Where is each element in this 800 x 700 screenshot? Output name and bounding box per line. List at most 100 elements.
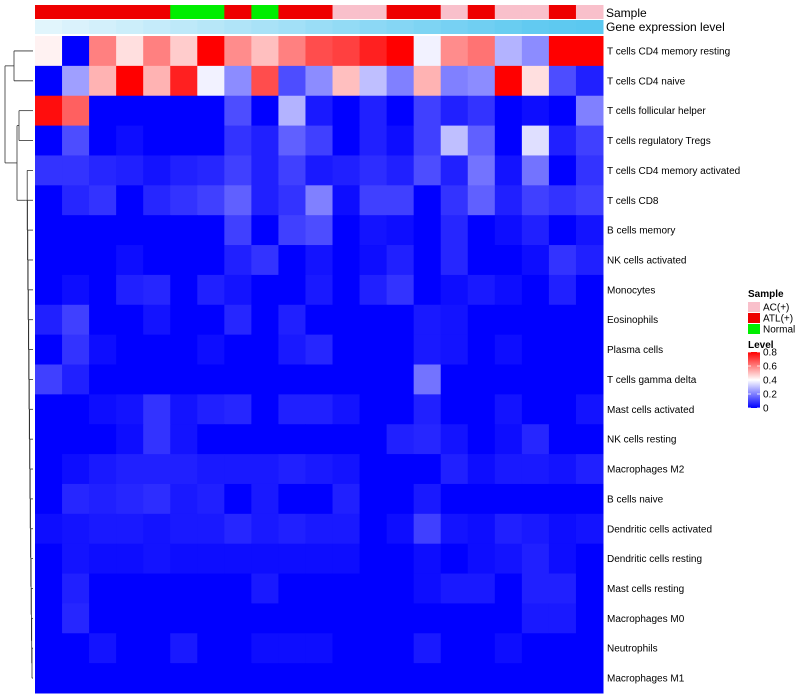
- heatmap-cell: [278, 573, 306, 604]
- heatmap-cell: [359, 454, 388, 485]
- heatmap-cell: [494, 424, 523, 455]
- heatmap-cell: [359, 394, 388, 425]
- heatmap-cell: [305, 573, 334, 604]
- heatmap-cell: [143, 573, 171, 604]
- heatmap-cell: [35, 424, 63, 455]
- heatmap-cell: [359, 95, 388, 127]
- level-tick-label: 0.2: [763, 390, 777, 401]
- heatmap-cell: [413, 155, 442, 186]
- heatmap-cell: [521, 245, 550, 276]
- sample-annotation-cell: [575, 5, 604, 19]
- heatmap-cell: [440, 334, 469, 365]
- heatmap-cell: [224, 304, 252, 336]
- heatmap-cell: [89, 215, 117, 246]
- heatmap-cell: [170, 125, 198, 156]
- heatmap-cell: [35, 483, 63, 515]
- heatmap-cell: [467, 573, 496, 604]
- heatmap-cell: [143, 394, 171, 425]
- heatmap-cell: [62, 304, 90, 336]
- expression-track-label: Gene expression level: [606, 20, 725, 34]
- heatmap-cell: [62, 603, 90, 634]
- heatmap-cell: [224, 483, 252, 515]
- heatmap-cell: [305, 394, 334, 425]
- heatmap-cell: [386, 394, 415, 425]
- heatmap-cell: [332, 185, 361, 216]
- row-label: Monocytes: [607, 285, 655, 296]
- heatmap-cell: [197, 543, 225, 575]
- expression-annotation-cell: [413, 20, 442, 34]
- heatmap-cell: [116, 483, 144, 515]
- heatmap-cell: [251, 304, 279, 336]
- expression-annotation-cell: [332, 20, 361, 34]
- heatmap-cell: [575, 274, 604, 306]
- sample-annotation-cell: [224, 5, 252, 19]
- heatmap-cell: [116, 334, 144, 365]
- heatmap-cell: [143, 274, 171, 306]
- sample-annotation-cell: [440, 5, 469, 19]
- expression-annotation-cell: [494, 20, 523, 34]
- heatmap-cell: [197, 364, 225, 395]
- heatmap-cell: [224, 274, 252, 306]
- heatmap-cell: [440, 543, 469, 575]
- heatmap-cell: [116, 633, 144, 664]
- heatmap-cell: [548, 155, 577, 186]
- heatmap-cell: [89, 394, 117, 425]
- heatmap-cell: [89, 424, 117, 455]
- heatmap-cell: [332, 394, 361, 425]
- heatmap-cell: [332, 215, 361, 246]
- heatmap-cell: [35, 364, 63, 395]
- heatmap-cell: [386, 454, 415, 485]
- heatmap-cell: [440, 95, 469, 127]
- heatmap-cell: [116, 185, 144, 216]
- heatmap-cell: [521, 65, 550, 97]
- heatmap-cell: [278, 483, 306, 515]
- heatmap-cell: [35, 95, 63, 127]
- heatmap-cell: [224, 394, 252, 425]
- heatmap-cell: [62, 274, 90, 306]
- heatmap-cell: [143, 454, 171, 485]
- heatmap-cell: [386, 334, 415, 365]
- heatmap-cell: [224, 424, 252, 455]
- heatmap-cell: [548, 603, 577, 634]
- row-dendrogram: [4, 50, 33, 679]
- heatmap-cell: [521, 364, 550, 395]
- heatmap-cell: [278, 394, 306, 425]
- heatmap-cell: [332, 663, 361, 694]
- heatmap-cell: [251, 185, 279, 216]
- heatmap-cell: [62, 543, 90, 575]
- heatmap-cell: [35, 36, 63, 67]
- heatmap-cell: [548, 65, 577, 97]
- heatmap-cell: [575, 573, 604, 604]
- heatmap-cell: [170, 155, 198, 186]
- heatmap-cell: [35, 125, 63, 156]
- heatmap-cell: [278, 304, 306, 336]
- heatmap-cell: [494, 513, 523, 545]
- heatmap-cell: [332, 36, 361, 67]
- heatmap-cell: [143, 663, 171, 694]
- heatmap-cell: [332, 424, 361, 455]
- heatmap-cell: [467, 543, 496, 575]
- heatmap-cell: [62, 95, 90, 127]
- heatmap-cell: [575, 633, 604, 664]
- heatmap-cell: [278, 454, 306, 485]
- heatmap-cell: [494, 603, 523, 634]
- heatmap-cell: [197, 424, 225, 455]
- heatmap-cell: [197, 95, 225, 127]
- sample-annotation-cell: [386, 5, 415, 19]
- heatmap-cell: [170, 573, 198, 604]
- heatmap-cell: [521, 185, 550, 216]
- heatmap-cell: [278, 95, 306, 127]
- heatmap-cell: [332, 603, 361, 634]
- heatmap-cell: [359, 334, 388, 365]
- heatmap-cell: [521, 543, 550, 575]
- level-tick-label: 0: [763, 404, 769, 415]
- heatmap-cell: [467, 125, 496, 156]
- heatmap-cell: [548, 215, 577, 246]
- heatmap-cell: [170, 633, 198, 664]
- heatmap-cell: [278, 36, 306, 67]
- heatmap-cell: [386, 424, 415, 455]
- heatmap-cell: [359, 245, 388, 276]
- expression-annotation-cell: [575, 20, 604, 34]
- sample-annotation-cell: [116, 5, 144, 19]
- heatmap-cell: [521, 95, 550, 127]
